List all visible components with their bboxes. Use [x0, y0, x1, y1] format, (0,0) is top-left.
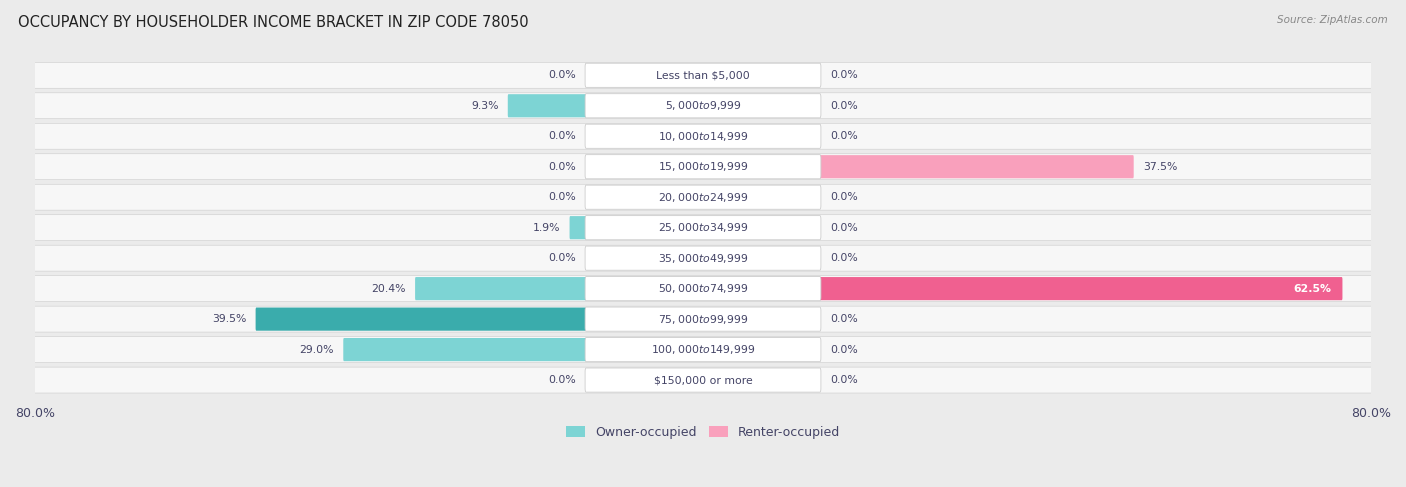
Text: 0.0%: 0.0%	[830, 375, 858, 385]
FancyBboxPatch shape	[31, 215, 1375, 241]
FancyBboxPatch shape	[31, 367, 1375, 393]
Text: 29.0%: 29.0%	[299, 345, 335, 355]
Text: 39.5%: 39.5%	[212, 314, 246, 324]
Text: $75,000 to $99,999: $75,000 to $99,999	[658, 313, 748, 326]
Text: 0.0%: 0.0%	[830, 314, 858, 324]
Text: 20.4%: 20.4%	[371, 283, 406, 294]
FancyBboxPatch shape	[31, 62, 1375, 88]
Text: $150,000 or more: $150,000 or more	[654, 375, 752, 385]
Text: 1.9%: 1.9%	[533, 223, 560, 233]
FancyBboxPatch shape	[585, 246, 821, 270]
FancyBboxPatch shape	[31, 184, 1375, 210]
FancyBboxPatch shape	[820, 277, 1343, 300]
FancyBboxPatch shape	[585, 337, 821, 362]
FancyBboxPatch shape	[31, 154, 1375, 180]
Text: $50,000 to $74,999: $50,000 to $74,999	[658, 282, 748, 295]
FancyBboxPatch shape	[31, 123, 1375, 149]
FancyBboxPatch shape	[585, 124, 821, 149]
FancyBboxPatch shape	[343, 338, 586, 361]
FancyBboxPatch shape	[585, 216, 821, 240]
FancyBboxPatch shape	[31, 306, 1375, 332]
Text: 62.5%: 62.5%	[1294, 283, 1331, 294]
FancyBboxPatch shape	[585, 307, 821, 331]
FancyBboxPatch shape	[256, 307, 586, 331]
FancyBboxPatch shape	[31, 93, 1375, 119]
FancyBboxPatch shape	[415, 277, 586, 300]
Text: 0.0%: 0.0%	[548, 253, 576, 263]
Text: 0.0%: 0.0%	[830, 70, 858, 80]
Text: 0.0%: 0.0%	[548, 131, 576, 141]
Text: 0.0%: 0.0%	[830, 223, 858, 233]
Text: 0.0%: 0.0%	[830, 101, 858, 111]
Text: Source: ZipAtlas.com: Source: ZipAtlas.com	[1277, 15, 1388, 25]
Text: $20,000 to $24,999: $20,000 to $24,999	[658, 191, 748, 204]
FancyBboxPatch shape	[585, 94, 821, 118]
Text: $100,000 to $149,999: $100,000 to $149,999	[651, 343, 755, 356]
FancyBboxPatch shape	[569, 216, 586, 239]
FancyBboxPatch shape	[585, 277, 821, 300]
Text: 0.0%: 0.0%	[548, 192, 576, 202]
FancyBboxPatch shape	[820, 155, 1133, 178]
Text: $10,000 to $14,999: $10,000 to $14,999	[658, 130, 748, 143]
FancyBboxPatch shape	[508, 94, 586, 117]
Text: $25,000 to $34,999: $25,000 to $34,999	[658, 221, 748, 234]
Text: $15,000 to $19,999: $15,000 to $19,999	[658, 160, 748, 173]
FancyBboxPatch shape	[585, 185, 821, 209]
FancyBboxPatch shape	[31, 337, 1375, 362]
Text: $5,000 to $9,999: $5,000 to $9,999	[665, 99, 741, 112]
Text: 0.0%: 0.0%	[830, 253, 858, 263]
Text: Less than $5,000: Less than $5,000	[657, 70, 749, 80]
FancyBboxPatch shape	[585, 368, 821, 392]
Text: 37.5%: 37.5%	[1143, 162, 1177, 172]
Text: 0.0%: 0.0%	[548, 162, 576, 172]
FancyBboxPatch shape	[585, 63, 821, 87]
Legend: Owner-occupied, Renter-occupied: Owner-occupied, Renter-occupied	[561, 421, 845, 444]
Text: OCCUPANCY BY HOUSEHOLDER INCOME BRACKET IN ZIP CODE 78050: OCCUPANCY BY HOUSEHOLDER INCOME BRACKET …	[18, 15, 529, 30]
Text: 0.0%: 0.0%	[548, 70, 576, 80]
FancyBboxPatch shape	[31, 245, 1375, 271]
Text: 0.0%: 0.0%	[830, 192, 858, 202]
Text: 0.0%: 0.0%	[830, 345, 858, 355]
Text: 9.3%: 9.3%	[471, 101, 498, 111]
FancyBboxPatch shape	[585, 155, 821, 179]
FancyBboxPatch shape	[31, 276, 1375, 301]
Text: 0.0%: 0.0%	[830, 131, 858, 141]
Text: 0.0%: 0.0%	[548, 375, 576, 385]
Text: $35,000 to $49,999: $35,000 to $49,999	[658, 252, 748, 264]
